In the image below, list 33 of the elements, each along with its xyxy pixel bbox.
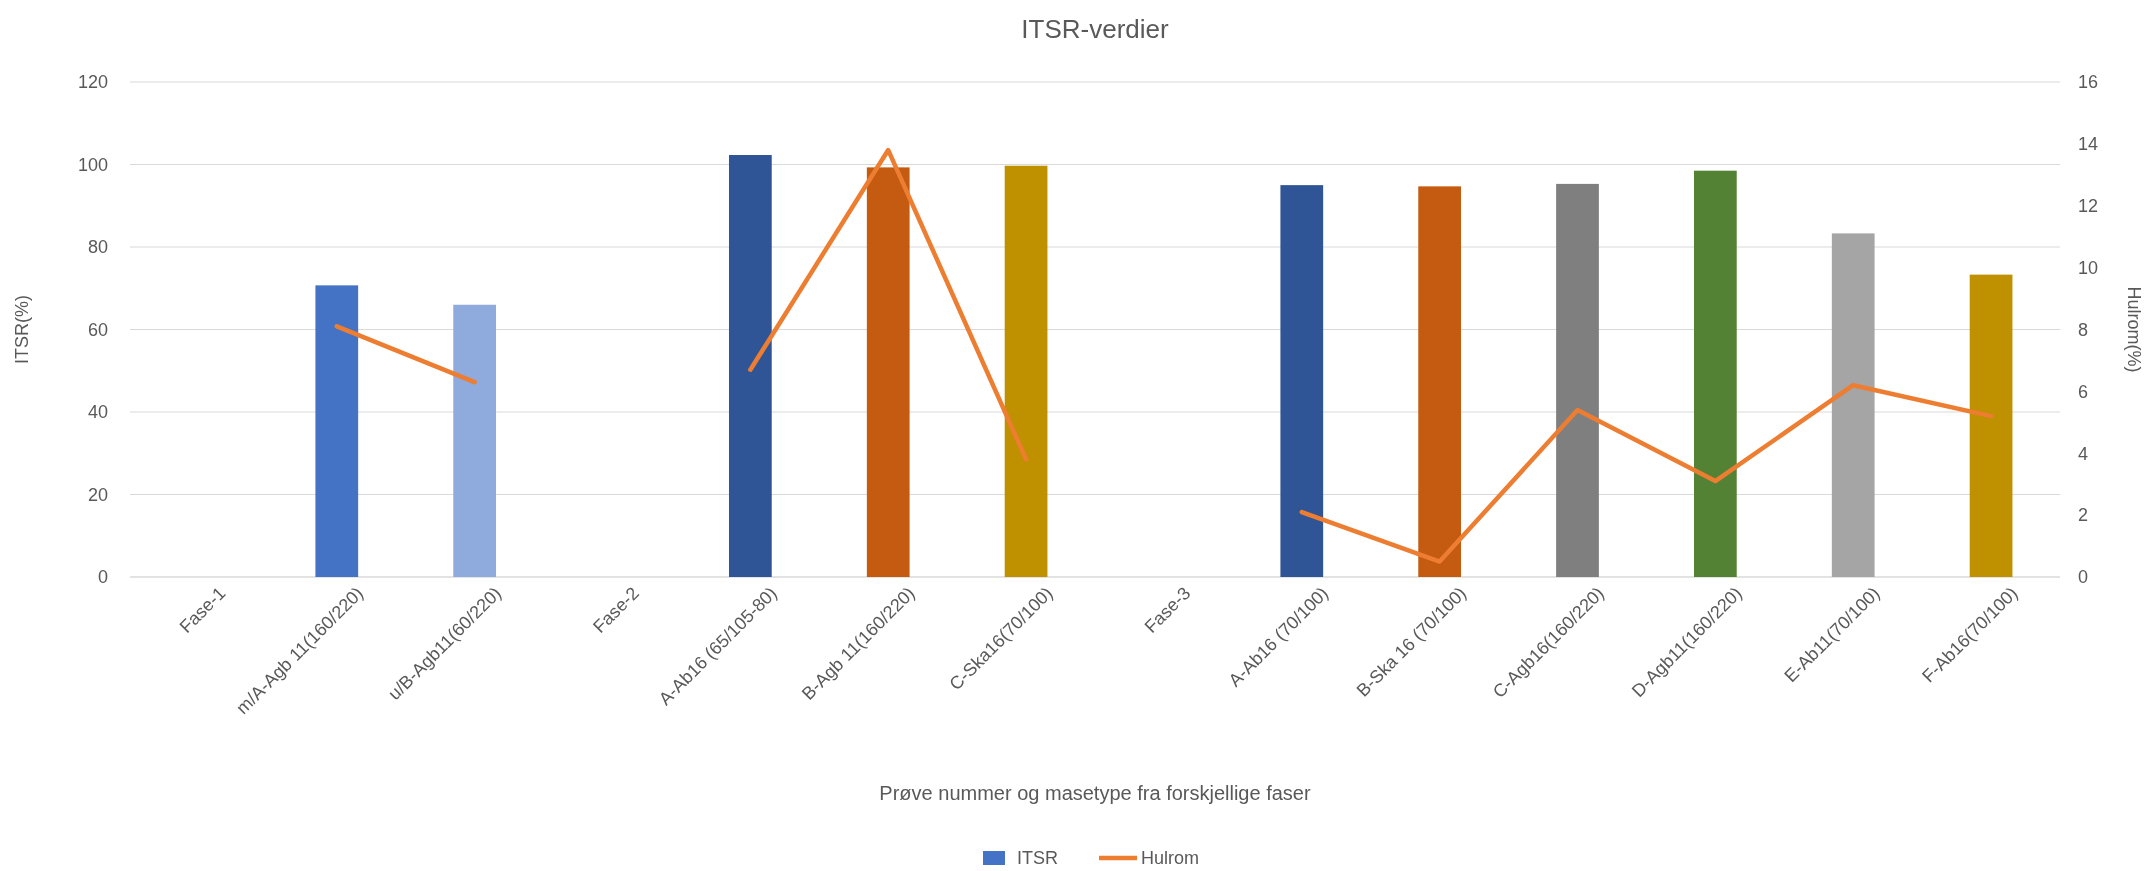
x-axis-title: Prøve nummer og masetype fra forskjellige faser	[879, 782, 1311, 804]
bar	[1004, 165, 1048, 577]
y2-tick-label: 0	[2078, 567, 2089, 588]
y-axis-title: ITSR(%)	[12, 295, 32, 364]
y-tick-label: 0	[97, 567, 108, 588]
y-tick-label: 40	[87, 402, 108, 423]
y-tick-label: 60	[87, 319, 108, 340]
bar	[728, 155, 772, 577]
bar	[1831, 233, 1875, 577]
bar	[453, 304, 497, 577]
y2-tick-label: 8	[2078, 319, 2089, 340]
bar	[1280, 185, 1324, 577]
y-tick-label: 120	[77, 72, 108, 93]
bar	[315, 285, 359, 577]
y2-tick-label: 12	[2078, 196, 2099, 217]
legend-label: Hulrom	[1141, 848, 1200, 868]
y-tick-label: 20	[87, 484, 108, 505]
y2-tick-label: 6	[2078, 381, 2089, 402]
y2-tick-label: 2	[2078, 505, 2089, 526]
y-tick-label: 80	[87, 237, 108, 258]
y2-axis-title: Hulrom(%)	[2124, 286, 2144, 373]
bar	[1693, 170, 1737, 577]
y2-tick-label: 10	[2078, 257, 2099, 278]
bar	[1418, 186, 1462, 577]
chart-title: ITSR-verdier	[1021, 14, 1170, 44]
y2-tick-label: 4	[2078, 443, 2089, 464]
bar	[1969, 274, 2013, 577]
bar	[866, 167, 910, 577]
y2-tick-label: 14	[2078, 134, 2099, 155]
bar	[1556, 183, 1599, 577]
y-tick-label: 100	[77, 154, 108, 175]
y2-tick-label: 16	[2078, 72, 2099, 93]
legend-label: ITSR	[1017, 848, 1059, 868]
